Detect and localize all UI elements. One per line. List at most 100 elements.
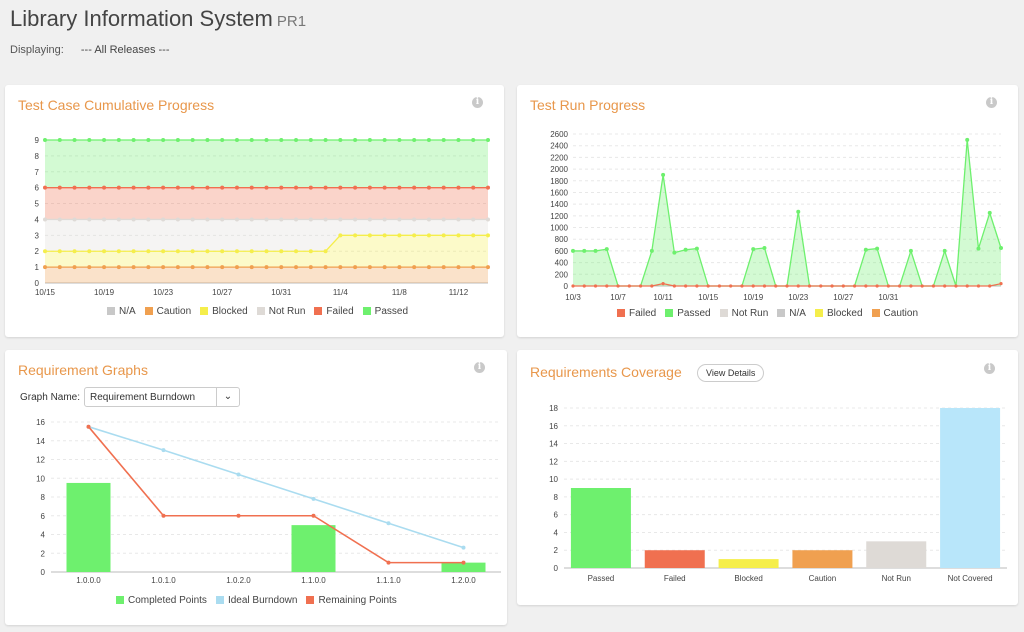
- legend-item[interactable]: Not Run: [719, 308, 768, 319]
- series-line-remaining-points: [87, 426, 464, 564]
- x-tick-label: Passed: [588, 574, 615, 583]
- legend-swatch: [814, 309, 823, 317]
- data-point: [785, 284, 789, 288]
- data-point: [57, 185, 62, 190]
- release-filter-value[interactable]: --- All Releases ---: [80, 44, 170, 56]
- legend-item[interactable]: Ideal Burndown: [215, 595, 297, 606]
- data-point: [694, 246, 699, 251]
- data-point: [338, 138, 343, 142]
- legend-swatch: [306, 596, 315, 604]
- x-tick-label: 10/19: [743, 293, 764, 302]
- info-icon[interactable]: i: [984, 363, 995, 374]
- legend-item[interactable]: Not Run: [256, 306, 305, 317]
- data-point: [471, 185, 476, 190]
- data-point: [672, 284, 676, 288]
- data-point: [382, 233, 387, 238]
- data-point: [412, 185, 417, 190]
- data-point: [323, 217, 328, 222]
- legend-item[interactable]: N/A: [777, 308, 806, 319]
- y-tick-label: 2600: [550, 130, 568, 139]
- data-point: [486, 185, 490, 190]
- y-tick-label: 1200: [550, 212, 568, 221]
- data-point: [353, 185, 358, 190]
- data-point: [942, 248, 947, 253]
- data-point: [382, 265, 387, 270]
- legend-item[interactable]: Caution: [871, 308, 918, 319]
- data-point: [146, 185, 151, 190]
- data-point: [72, 217, 77, 222]
- data-point: [441, 265, 446, 270]
- data-point: [249, 185, 254, 190]
- data-point: [604, 247, 609, 252]
- data-point: [175, 265, 180, 270]
- data-point: [441, 185, 446, 190]
- data-point: [627, 284, 631, 288]
- data-point: [943, 284, 947, 288]
- data-point: [72, 249, 77, 254]
- legend-item[interactable]: N/A: [107, 306, 136, 317]
- view-details-button[interactable]: View Details: [697, 364, 765, 382]
- y-tick-label: 5: [35, 200, 40, 209]
- requirements-coverage-chart: 0 2 4 6 8 10 12 14 16 18 Passed Failed Blocked Cautio…: [549, 404, 1007, 583]
- legend-item[interactable]: Completed Points: [116, 595, 207, 606]
- legend-item[interactable]: Blocked: [814, 308, 863, 319]
- area-passed: [45, 140, 488, 188]
- x-tick-label: 10/11: [653, 293, 673, 302]
- data-point: [234, 265, 239, 270]
- y-tick-label: 2: [41, 549, 46, 558]
- graph-name-select[interactable]: Requirement Burndown ⌄: [84, 387, 240, 407]
- data-point: [965, 284, 969, 288]
- data-point: [717, 284, 722, 288]
- legend-item[interactable]: Failed: [617, 308, 656, 319]
- y-tick-label: 0: [41, 568, 46, 577]
- legend-item[interactable]: Failed: [314, 306, 354, 317]
- panel-cumulative-progress: Test Case Cumulative Progress i 0 1 2 3 4 5 6 7…: [5, 85, 504, 337]
- y-tick-label: 1: [35, 263, 40, 272]
- x-tick-label: Caution: [809, 574, 837, 583]
- legend-item[interactable]: Passed: [362, 306, 408, 317]
- chart-legend: Failed Passed Not Run N/A Blocked Caution: [617, 308, 927, 319]
- chevron-down-icon[interactable]: ⌄: [216, 388, 239, 406]
- legend-label: Passed: [677, 308, 711, 319]
- y-tick-label: 1400: [550, 200, 568, 209]
- data-point: [190, 185, 195, 190]
- info-icon[interactable]: i: [474, 362, 485, 373]
- data-point: [323, 138, 328, 142]
- y-tick-label: 1800: [550, 177, 568, 186]
- data-point: [131, 217, 136, 222]
- legend-item[interactable]: Remaining Points: [306, 595, 397, 606]
- y-tick-label: 8: [35, 152, 40, 161]
- x-tick-label: 10/31: [878, 293, 899, 302]
- legend-item[interactable]: Blocked: [200, 306, 248, 317]
- y-tick-label: 10: [549, 475, 558, 484]
- y-tick-label: 4: [554, 528, 559, 537]
- data-point: [279, 217, 284, 222]
- y-tick-label: 8: [554, 493, 559, 502]
- x-tick-label: Blocked: [734, 574, 762, 583]
- x-tick-label: 10/23: [788, 293, 809, 302]
- data-point: [264, 265, 269, 270]
- data-point: [308, 138, 313, 142]
- legend-swatch: [777, 309, 786, 317]
- y-tick-label: 400: [555, 259, 569, 268]
- data-point: [397, 265, 402, 270]
- x-tick-label: 11/8: [392, 288, 408, 297]
- test-run-progress-chart: 0 200 400 600 800 1000 1200 1400 1600 1800 2000 220…: [550, 130, 1003, 302]
- data-point: [471, 217, 476, 222]
- info-icon[interactable]: i: [472, 97, 483, 108]
- cumulative-progress-chart: 0 1 2 3 4 5 6 7 8 9 10/15 10/19 10/23 10/27 10/31 11/4 1…: [35, 136, 490, 297]
- graph-name-label: Graph Name:: [20, 392, 81, 403]
- data-point: [116, 217, 121, 222]
- info-icon[interactable]: i: [986, 97, 997, 108]
- legend-item[interactable]: Passed: [665, 308, 711, 319]
- legend-item[interactable]: Caution: [144, 306, 191, 317]
- area-caution: [45, 267, 488, 283]
- x-tick-label: 10/7: [610, 293, 626, 302]
- y-tick-label: 2: [554, 546, 559, 555]
- data-point: [234, 185, 239, 190]
- data-point: [397, 138, 402, 142]
- data-point: [661, 282, 665, 286]
- data-point: [819, 284, 823, 288]
- data-point: [220, 265, 225, 270]
- data-point: [205, 138, 210, 142]
